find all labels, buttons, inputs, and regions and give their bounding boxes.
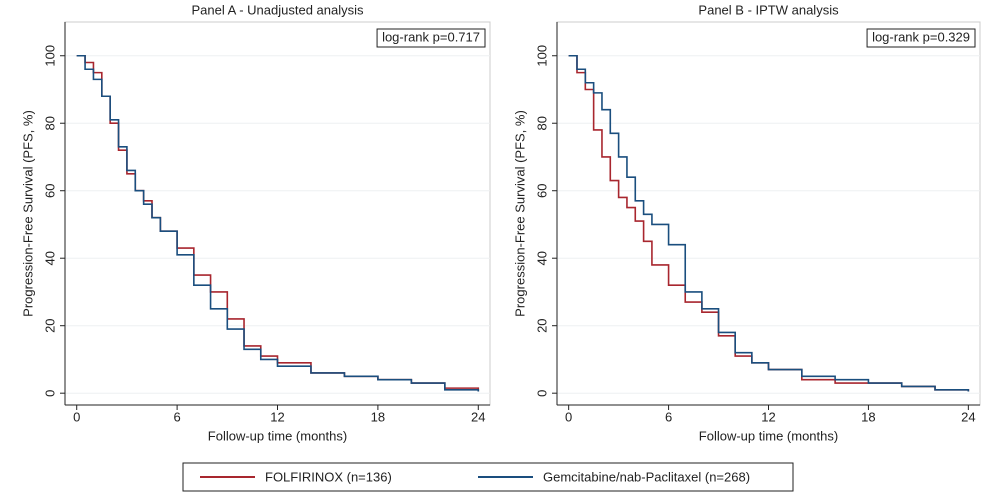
x-axis-label: Follow-up time (months) <box>208 428 347 443</box>
annotation: log-rank p=0.329 <box>872 29 970 44</box>
survival-curve <box>76 54 480 392</box>
y-tick-label: 20 <box>534 318 549 332</box>
y-tick-label: 100 <box>534 45 549 67</box>
x-tick-label: 0 <box>73 409 80 424</box>
annotation-box <box>376 28 486 48</box>
y-tick-label: 80 <box>534 116 549 130</box>
panel-title: Panel A - Unadjusted analysis <box>192 2 364 17</box>
x-tick-label: 6 <box>665 409 672 424</box>
survival-curve <box>568 54 970 392</box>
panel-title: Panel B - IPTW analysis <box>698 2 839 17</box>
plot-area <box>556 21 981 406</box>
x-tick-label: 0 <box>565 409 572 424</box>
y-tick-label: 60 <box>42 183 57 197</box>
y-axis-label: Progression-Free Survival (PFS, %) <box>512 110 527 317</box>
y-axis-label: Progression-Free Survival (PFS, %) <box>20 110 35 317</box>
x-tick-label: 18 <box>861 409 875 424</box>
y-tick-label: 80 <box>42 116 57 130</box>
y-tick-label: 40 <box>42 251 57 265</box>
x-tick-label: 18 <box>371 409 385 424</box>
y-tick-label: 0 <box>534 390 549 397</box>
y-tick-label: 20 <box>42 318 57 332</box>
y-tick-label: 0 <box>42 390 57 397</box>
x-tick-label: 6 <box>173 409 180 424</box>
plot-area <box>64 21 491 406</box>
survival-curve <box>568 54 970 392</box>
y-tick-label: 40 <box>534 251 549 265</box>
y-tick-label: 60 <box>534 183 549 197</box>
x-tick-label: 24 <box>471 409 485 424</box>
x-tick-label: 24 <box>961 409 975 424</box>
legend-label: FOLFIRINOX (n=136) <box>265 469 392 484</box>
x-tick-label: 12 <box>270 409 284 424</box>
legend-label: Gemcitabine/nab-Paclitaxel (n=268) <box>543 469 750 484</box>
annotation-box <box>866 28 976 48</box>
y-tick-label: 100 <box>42 45 57 67</box>
x-axis-label: Follow-up time (months) <box>699 428 838 443</box>
x-tick-label: 12 <box>761 409 775 424</box>
annotation: log-rank p=0.717 <box>382 29 480 44</box>
